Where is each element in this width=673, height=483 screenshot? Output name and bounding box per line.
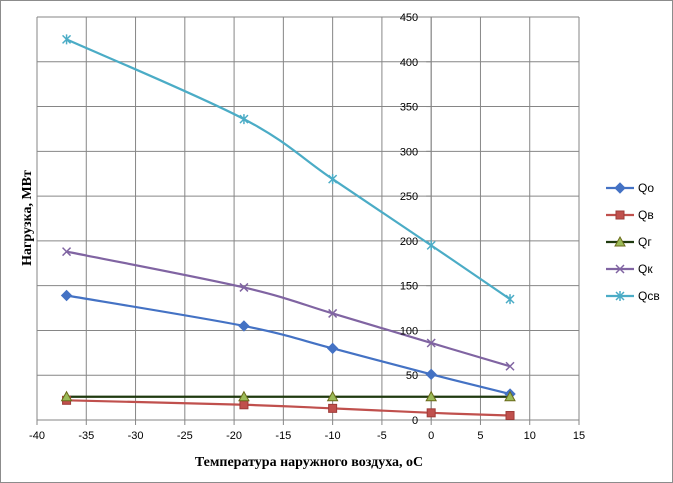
- data-point: [60, 289, 73, 302]
- data-point: [326, 342, 339, 355]
- y-tick-label: 150: [400, 281, 418, 293]
- x-axis-title-text: Температура наружного воздуха,: [195, 455, 406, 470]
- legend: Qо Qв Qг Qк Qсв: [606, 181, 660, 303]
- legend-label: Qо: [638, 181, 654, 195]
- x-tick-label: 5: [477, 430, 483, 442]
- data-point: [62, 34, 72, 45]
- y-tick-label: 400: [400, 57, 418, 69]
- plot-area: [37, 17, 579, 420]
- x-axis-title: Температура наружного воздуха, oC: [195, 455, 423, 470]
- data-point: [425, 390, 438, 402]
- data-point: [505, 361, 515, 371]
- y-tick-label: 350: [400, 102, 418, 114]
- data-point: [238, 390, 250, 402]
- y-tick-label: 300: [400, 146, 418, 158]
- x-tick-label: -25: [177, 430, 193, 442]
- legend-marker: [615, 210, 625, 220]
- legend-entry: Qк: [606, 262, 653, 276]
- legend-entry: Qв: [606, 208, 654, 222]
- data-point: [426, 408, 436, 418]
- legend-entry: Qг: [606, 235, 652, 249]
- x-tick-label: 10: [524, 430, 536, 442]
- y-tick-label: 50: [406, 370, 418, 382]
- x-tick-label: 0: [428, 430, 434, 442]
- data-point: [239, 282, 249, 292]
- x-axis-title-unit: oC: [406, 455, 423, 470]
- x-tick-label: -5: [377, 430, 387, 442]
- x-tick-label: -10: [325, 430, 341, 442]
- data-point: [326, 390, 339, 402]
- y-tick-label: 250: [400, 191, 418, 203]
- series-line: [66, 399, 511, 417]
- legend-entry: Qо: [606, 181, 654, 195]
- y-axis-title: Нагрузка, МВт: [20, 170, 35, 266]
- data-point: [505, 294, 515, 305]
- tick-labels: -40 -35 -30 -25 -20 -15 -10 -5 0 5 10 1505010015020…: [29, 12, 585, 442]
- y-tick-label: 0: [412, 415, 418, 427]
- data-point: [425, 368, 437, 381]
- data-point: [238, 320, 250, 332]
- x-tick-label: 15: [573, 430, 585, 442]
- legend-marker: [614, 182, 626, 194]
- series-markers: [60, 34, 516, 421]
- legend-label: Qв: [638, 208, 654, 222]
- series-line: [66, 38, 511, 301]
- legend-marker: [615, 291, 625, 301]
- x-tick-label: -15: [275, 430, 291, 442]
- x-tick-label: -35: [78, 430, 94, 442]
- y-tick-label: 450: [400, 12, 418, 24]
- legend-label: Qк: [638, 262, 653, 276]
- data-point: [426, 338, 436, 348]
- data-point: [328, 308, 338, 318]
- x-tick-label: -40: [29, 430, 45, 442]
- data-point: [328, 403, 338, 413]
- data-point: [328, 174, 338, 185]
- data-point: [239, 114, 249, 125]
- data-point: [62, 247, 72, 257]
- y-tick-label: 100: [400, 325, 418, 337]
- legend-marker: [614, 235, 626, 247]
- x-tick-label: -30: [128, 430, 144, 442]
- x-tick-label: -20: [226, 430, 242, 442]
- data-point: [426, 240, 436, 251]
- y-tick-label: 200: [400, 236, 418, 248]
- legend-entry: Qсв: [606, 289, 660, 303]
- legend-label: Qг: [638, 235, 652, 249]
- data-point: [239, 400, 249, 410]
- data-point: [60, 390, 73, 402]
- legend-marker: [615, 264, 625, 274]
- series-line: [66, 250, 511, 368]
- data-point: [505, 411, 515, 421]
- legend-label: Qсв: [638, 289, 660, 303]
- data-point: [504, 390, 516, 402]
